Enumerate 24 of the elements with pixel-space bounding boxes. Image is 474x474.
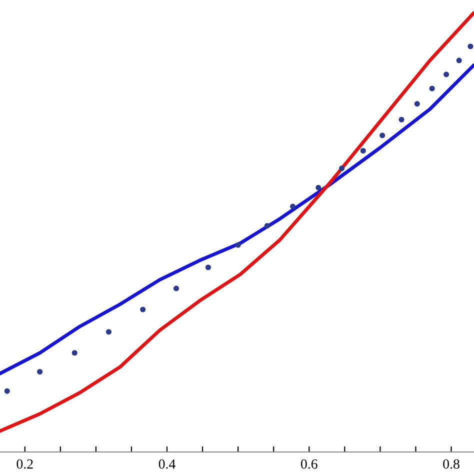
point — [444, 72, 450, 78]
x-tick-label: 0.6 — [300, 459, 318, 469]
point — [429, 86, 435, 92]
point — [456, 58, 462, 64]
point — [72, 350, 78, 356]
point — [316, 184, 322, 190]
point — [4, 388, 10, 394]
x-tick-label: 0.2 — [16, 459, 33, 469]
point — [360, 148, 366, 154]
point — [140, 306, 146, 312]
point — [339, 166, 345, 172]
point — [398, 116, 404, 122]
point — [468, 44, 474, 50]
point — [414, 101, 420, 107]
point — [106, 329, 112, 335]
point — [37, 368, 43, 375]
point — [173, 286, 180, 292]
x-tick-label: 0.4 — [158, 459, 176, 469]
x-tick-label: 0.8 — [443, 459, 460, 469]
point — [380, 132, 386, 138]
point — [290, 204, 296, 210]
point — [235, 242, 241, 248]
point — [264, 222, 270, 229]
point — [205, 264, 211, 270]
